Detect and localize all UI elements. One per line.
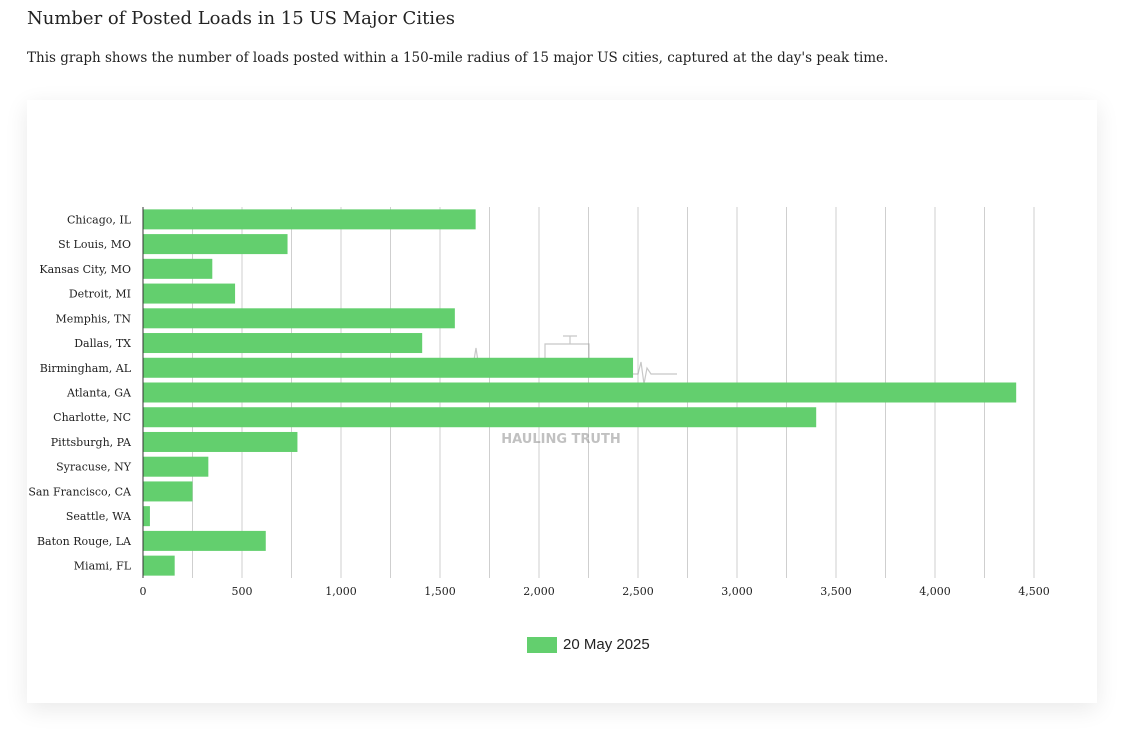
y-tick-label: Pittsburgh, PA (51, 436, 132, 449)
bar-miami-fl (143, 555, 175, 576)
y-tick-label: St Louis, MO (58, 238, 131, 251)
bar-san-francisco-ca (143, 481, 193, 502)
bar-st-louis-mo (143, 234, 288, 255)
page-description: This graph shows the number of loads pos… (27, 50, 889, 66)
bar-memphis-tn (143, 308, 455, 329)
legend[interactable]: 20 May 2025 (527, 636, 650, 653)
bar-seattle-wa (143, 506, 150, 527)
x-tick-label: 2,000 (523, 585, 555, 598)
y-tick-label: Seattle, WA (66, 510, 132, 523)
bars (143, 209, 1017, 576)
legend-label: 20 May 2025 (563, 636, 650, 653)
x-tick-label: 1,000 (325, 585, 357, 598)
bar-syracuse-ny (143, 456, 209, 477)
y-tick-label: Memphis, TN (56, 312, 132, 325)
bar-atlanta-ga (143, 382, 1017, 403)
x-tick-label: 4,000 (919, 585, 951, 598)
y-tick-label: San Francisco, CA (28, 485, 132, 498)
bar-chicago-il (143, 209, 476, 230)
x-tick-label: 2,500 (622, 585, 654, 598)
x-tick-label: 500 (232, 585, 253, 598)
bar-dallas-tx (143, 333, 423, 354)
y-tick-label: Atlanta, GA (66, 387, 132, 400)
axes: Chicago, IL St Louis, MO Kansas City, MO De… (28, 207, 1050, 598)
y-tick-label: Dallas, TX (74, 337, 131, 350)
x-tick-label: 3,500 (820, 585, 852, 598)
y-tick-label: Detroit, MI (69, 288, 131, 301)
chart-card: HAULING TRUTH Chicago, IL St Louis, MO Kan… (27, 100, 1097, 703)
bar-charlotte-nc (143, 407, 817, 428)
bar-chart: HAULING TRUTH Chicago, IL St Louis, MO Kan… (28, 207, 1050, 598)
y-tick-label: Syracuse, NY (56, 461, 132, 474)
bar-baton-rouge-la (143, 530, 266, 551)
y-tick-label: Kansas City, MO (39, 263, 131, 276)
bar-kansas-city-mo (143, 258, 213, 279)
watermark-text: HAULING TRUTH (501, 432, 620, 447)
x-tick-label: 3,000 (721, 585, 753, 598)
x-tick-label: 4,500 (1018, 585, 1050, 598)
y-tick-label: Charlotte, NC (53, 411, 131, 424)
bar-detroit-mi (143, 283, 236, 304)
y-tick-label: Chicago, IL (67, 213, 132, 226)
x-tick-label: 0 (140, 585, 147, 598)
legend-swatch (527, 636, 557, 653)
y-tick-label: Baton Rouge, LA (37, 535, 132, 548)
page-title: Number of Posted Loads in 15 US Major Ci… (27, 8, 455, 29)
x-tick-label: 1,500 (424, 585, 456, 598)
y-tick-label: Birmingham, AL (40, 362, 132, 375)
bar-pittsburgh-pa (143, 431, 298, 452)
y-tick-label: Miami, FL (74, 560, 132, 573)
bar-birmingham-al (143, 357, 634, 378)
